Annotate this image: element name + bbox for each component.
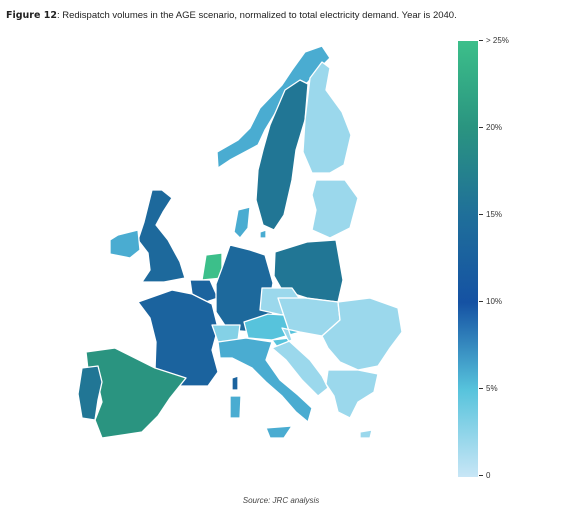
figure-caption: Figure 12: Redispatch volumes in the AGE… bbox=[6, 10, 558, 22]
colorbar-tick-label: 5% bbox=[479, 384, 498, 394]
figure-caption-text: : Redispatch volumes in the AGE scenario… bbox=[56, 10, 457, 21]
figure-label: Figure 12 bbox=[6, 10, 57, 21]
region-romania bbox=[321, 297, 403, 371]
region-denmark-island bbox=[259, 229, 267, 239]
region-italy bbox=[217, 337, 313, 423]
region-greece bbox=[325, 369, 379, 419]
region-portugal bbox=[77, 365, 103, 421]
colorbar-tick-label: 20% bbox=[479, 123, 502, 133]
region-denmark bbox=[233, 206, 251, 239]
region-france bbox=[137, 289, 219, 387]
colorbar bbox=[458, 41, 478, 477]
region-finland bbox=[302, 61, 352, 174]
colorbar-tick-label: > 25% bbox=[479, 36, 509, 46]
europe-map bbox=[77, 45, 403, 439]
colorbar-tick-label: 15% bbox=[479, 210, 502, 220]
region-sardinia bbox=[229, 395, 242, 419]
region-cyprus bbox=[359, 429, 373, 439]
region-sicily bbox=[265, 425, 293, 439]
region-sweden bbox=[255, 79, 309, 231]
colorbar-tick-label: 10% bbox=[479, 297, 502, 307]
region-corsica bbox=[231, 375, 239, 391]
region-uk bbox=[137, 189, 186, 283]
region-baltics bbox=[311, 179, 359, 239]
region-ireland bbox=[109, 229, 141, 259]
source-note: Source: JRC analysis bbox=[242, 496, 320, 505]
colorbar-tick-label: 0 bbox=[479, 471, 490, 481]
